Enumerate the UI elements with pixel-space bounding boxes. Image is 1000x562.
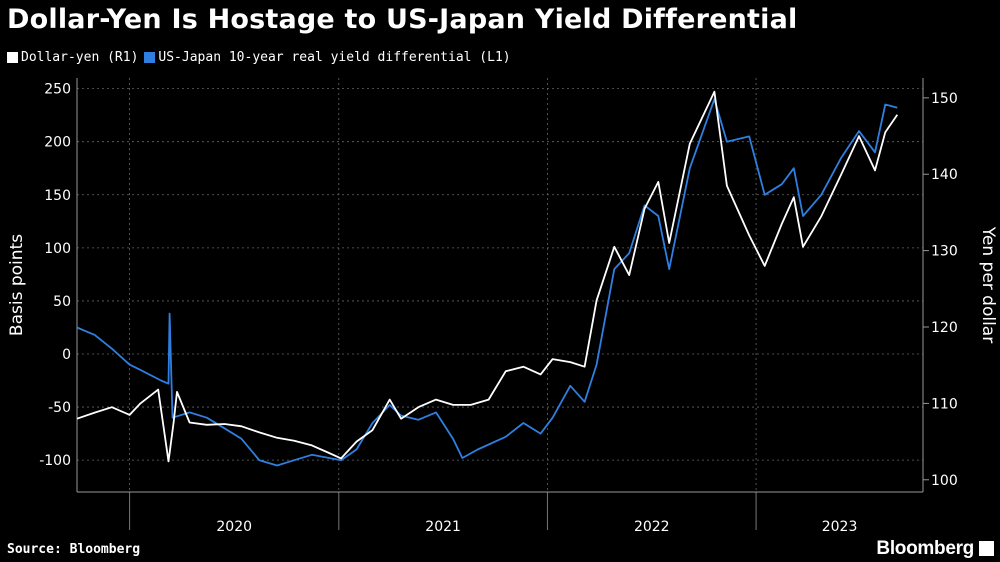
bloomberg-logo: Bloomberg (876, 538, 974, 559)
y-left-tick-label: 100 (44, 241, 71, 257)
y-left-tick-label: 50 (53, 294, 71, 310)
x-tick-label: 2021 (425, 519, 461, 535)
legend-item-yield-differential: US-Japan 10-year real yield differential… (144, 50, 511, 65)
x-tick-label: 2023 (822, 519, 858, 535)
y-left-tick-label: 150 (44, 188, 71, 204)
y-right-tick-label: 100 (931, 473, 958, 489)
chart-title: Dollar-Yen Is Hostage to US-Japan Yield … (7, 4, 798, 35)
grid (77, 78, 923, 492)
y-right-axis-title: Yen per dollar (978, 226, 998, 343)
tick-labels: 250 200 150 100 50 0 -50 -100 150 140 130 120 110 100… (7, 82, 998, 535)
legend-swatch-blue (144, 52, 156, 63)
y-left-tick-label: -50 (48, 400, 71, 416)
series-line-yield-differential (76, 98, 898, 467)
y-left-axis-title: Basis points (7, 234, 27, 336)
x-tick-label: 2020 (216, 519, 252, 535)
y-right-tick-label: 150 (931, 91, 958, 107)
x-tick-label: 2022 (634, 519, 670, 535)
y-left-tick-label: -100 (39, 453, 71, 469)
y-right-tick-label: 120 (931, 320, 958, 336)
y-right-tick-label: 110 (931, 396, 958, 412)
y-right-tick-label: 130 (931, 244, 958, 260)
legend-label-dollar-yen: Dollar-yen (R1) (21, 50, 139, 65)
y-left-tick-label: 0 (62, 347, 71, 363)
y-right-tick-label: 140 (931, 167, 958, 183)
legend-item-dollar-yen: Dollar-yen (R1) (7, 50, 138, 65)
legend-swatch-white (7, 52, 18, 63)
legend: Dollar-yen (R1) US-Japan 10-year real yi… (7, 50, 517, 65)
axes (76, 78, 929, 530)
bloomberg-logo-mark (979, 541, 994, 556)
series-line-dollar-yen (76, 90, 899, 463)
series-lines (76, 90, 899, 467)
y-left-tick-label: 200 (44, 135, 71, 151)
source-note: Source: Bloomberg (7, 542, 141, 557)
y-left-tick-label: 250 (44, 82, 71, 98)
legend-label-yield-differential: US-Japan 10-year real yield differential… (158, 50, 511, 65)
